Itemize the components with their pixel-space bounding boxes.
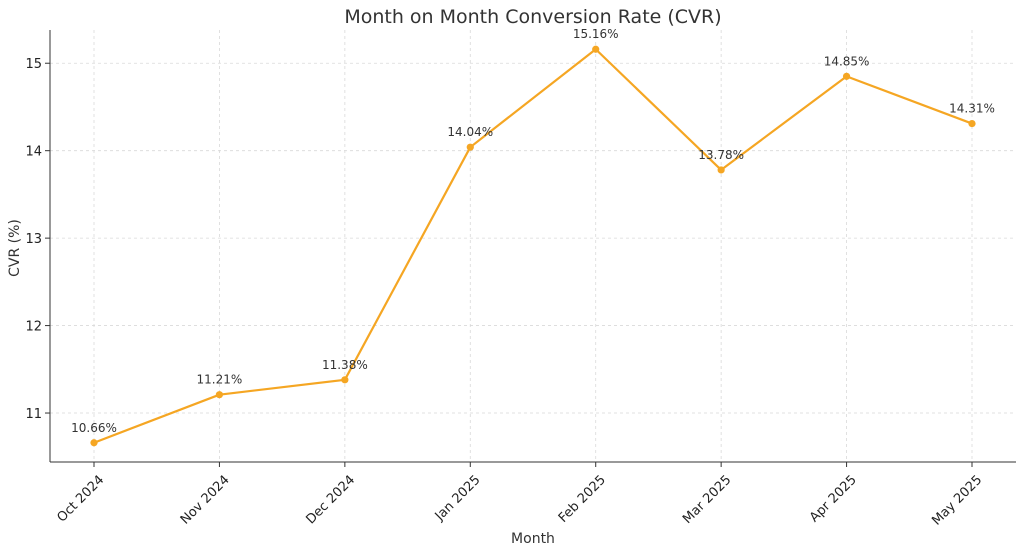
data-label: 14.31% [949, 102, 995, 116]
grid-layer [50, 30, 1016, 462]
data-point [717, 166, 725, 174]
data-point [90, 439, 98, 447]
x-tick-label: Nov 2024 [178, 473, 233, 528]
data-label: 14.04% [447, 125, 493, 139]
data-point [215, 391, 224, 399]
data-point [466, 143, 474, 151]
y-tick-label: 13 [25, 232, 42, 247]
series-layer [90, 45, 976, 447]
data-label: 11.21% [197, 373, 243, 387]
data-point [842, 72, 851, 80]
y-tick-label: 12 [25, 320, 42, 335]
y-tick-label: 15 [25, 57, 42, 72]
y-tick-label: 11 [25, 407, 42, 422]
y-tick-label: 14 [25, 145, 42, 160]
chart-title: Month on Month Conversion Rate (CVR) [344, 6, 721, 28]
y-axis-label: CVR (%) [7, 219, 23, 277]
x-tick-label: Dec 2024 [303, 473, 358, 528]
x-tick-label: Mar 2025 [680, 473, 734, 527]
data-label: 11.38% [322, 358, 368, 372]
x-tick-label: Oct 2024 [54, 473, 107, 526]
data-label: 10.66% [71, 421, 117, 435]
ticks-layer: Oct 2024 Nov 2024 Dec 2024 Jan 2025 Feb 2025… [25, 57, 985, 528]
data-label: 15.16% [573, 27, 619, 41]
data-label: 13.78% [698, 148, 744, 162]
x-tick-label: Jan 2025 [432, 473, 484, 525]
data-point [592, 45, 600, 53]
x-tick-label: Feb 2025 [556, 473, 609, 526]
x-tick-label: May 2025 [929, 473, 985, 529]
labels-layer: 10.66% 11.21% 11.38% 14.04% 15.16% 13.78% 14.8… [71, 27, 995, 435]
x-axis-label: Month [511, 531, 555, 547]
series-line [92, 48, 974, 444]
data-point [968, 119, 976, 128]
data-label: 14.85% [824, 54, 870, 68]
data-point [341, 376, 349, 384]
x-tick-label: Apr 2025 [807, 473, 860, 526]
